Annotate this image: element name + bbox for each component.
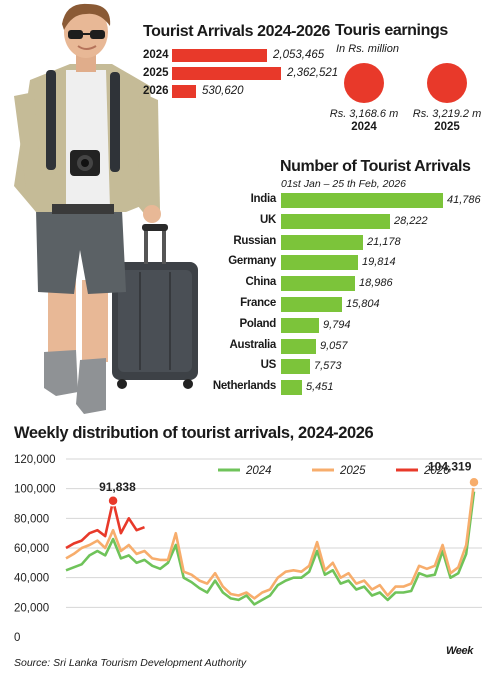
totals-bar — [172, 49, 267, 62]
country-bar — [281, 359, 310, 375]
annotation-marker-2026 — [107, 495, 119, 507]
country-name-label: Poland — [239, 317, 276, 330]
earnings-year-label: 2024 — [351, 121, 377, 133]
y-tick-label: 120,000 — [14, 454, 56, 466]
country-name-label: Germany — [228, 255, 276, 268]
totals-bar — [172, 85, 196, 98]
weekly-title: Weekly distribution of tourist arrivals,… — [14, 424, 374, 442]
legend-label: 2025 — [339, 465, 366, 477]
country-value-label: 28,222 — [394, 214, 428, 227]
series-line-2026 — [65, 499, 145, 550]
earnings-amount-label: Rs. 3,219.2 m — [412, 108, 482, 120]
earnings-subtitle: In Rs. million — [336, 43, 399, 55]
legend-label: 2024 — [245, 465, 272, 477]
country-value-label: 7,573 — [314, 360, 342, 373]
totals-value-label: 2,053,465 — [273, 49, 325, 61]
annotation-label-2026: 91,838 — [99, 480, 136, 494]
weekly-line-chart: 0 20,000 40,000 60,000 80,000 100,000 120,000 2… — [14, 454, 482, 644]
country-bar — [281, 193, 443, 208]
countries-title: Number of Tourist Arrivals — [280, 158, 471, 175]
annotation-label-2025: 104,319 — [428, 459, 472, 473]
series-line-2024 — [65, 491, 476, 606]
country-name-label: Russian — [233, 234, 276, 247]
x-axis-label: Week — [446, 645, 473, 657]
country-value-label: 18,986 — [359, 277, 393, 290]
country-bar — [281, 380, 302, 396]
country-value-label: 5,451 — [306, 381, 334, 394]
totals-year-label: 2026 — [143, 85, 169, 97]
legend-label: 2026 — [423, 465, 450, 477]
country-bar — [281, 338, 316, 354]
country-value-label: 9,057 — [320, 339, 348, 352]
y-tick-label: 20,000 — [14, 602, 49, 614]
totals-title: Tourist Arrivals 2024-2026 — [143, 23, 331, 40]
country-name-label: France — [240, 297, 276, 309]
country-bar — [281, 234, 363, 250]
country-name-label: Netherlands — [212, 380, 276, 393]
annotation-marker-2025 — [468, 476, 480, 489]
countries-subtitle: 01st Jan – 25 th Feb, 2026 — [281, 178, 406, 190]
y-tick-label: 40,000 — [14, 573, 49, 585]
earnings-amount-label: Rs. 3,168.6 m — [329, 108, 399, 120]
country-name-label: UK — [259, 213, 276, 226]
country-bar — [281, 276, 355, 292]
country-bar — [281, 317, 319, 333]
y-tick-label: 80,000 — [14, 513, 49, 525]
earnings-title: Touris earnings — [335, 22, 448, 39]
earnings-bubble — [427, 63, 467, 103]
totals-year-label: 2025 — [143, 67, 169, 79]
country-name-label: Australia — [229, 338, 276, 351]
totals-value-label: 530,620 — [202, 85, 244, 97]
country-value-label: 41,786 — [447, 194, 481, 206]
y-tick-label: 0 — [14, 632, 20, 644]
country-name-label: US — [260, 359, 277, 372]
totals-bar — [172, 67, 281, 80]
country-value-label: 9,794 — [323, 318, 351, 331]
country-bar — [281, 255, 358, 271]
country-bar — [281, 213, 390, 229]
earnings-bubble — [344, 63, 384, 103]
series-line-2025 — [65, 482, 476, 600]
country-value-label: 19,814 — [362, 256, 396, 269]
earnings-year-label: 2025 — [434, 121, 460, 133]
country-name-label: China — [245, 276, 277, 289]
y-tick-label: 100,000 — [14, 484, 56, 496]
totals-year-label: 2024 — [143, 49, 169, 61]
y-tick-label: 60,000 — [14, 543, 49, 555]
country-name-label: India — [250, 193, 277, 205]
source-note: Source: Sri Lanka Tourism Development Au… — [14, 657, 247, 669]
tourist-with-suitcase-photo — [14, 3, 198, 414]
country-value-label: 15,804 — [346, 298, 380, 310]
country-bar — [281, 297, 342, 312]
totals-value-label: 2,362,521 — [287, 67, 339, 79]
country-value-label: 21,178 — [367, 235, 401, 248]
